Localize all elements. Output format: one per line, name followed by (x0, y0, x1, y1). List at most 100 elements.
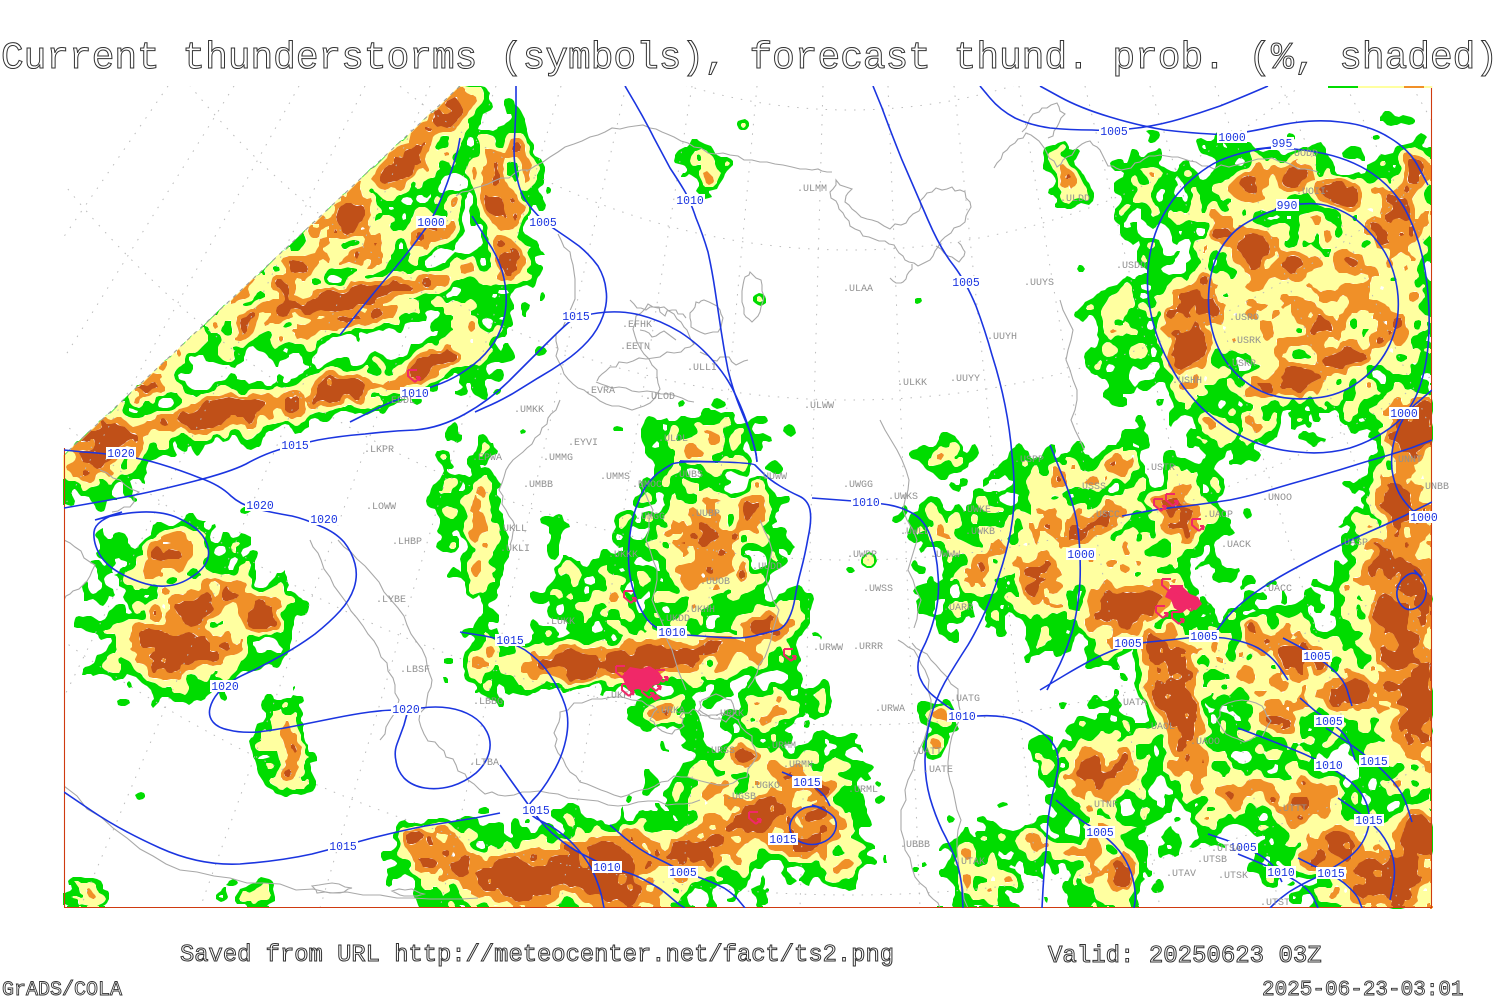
svg-text:995: 995 (1272, 138, 1293, 151)
svg-text:.UUDD: .UUDD (752, 562, 782, 573)
svg-text:.UWKB: .UWKB (965, 527, 995, 538)
svg-text:.UUWW: .UUWW (757, 472, 787, 483)
svg-text:.UKLL: .UKLL (497, 524, 527, 535)
svg-text:.ULAA: .ULAA (843, 284, 873, 295)
svg-text:.USSS: .USSS (1076, 482, 1106, 493)
svg-text:1020: 1020 (310, 514, 338, 527)
svg-text:.UNBB: .UNBB (1419, 482, 1449, 493)
svg-text:.UTNF: .UTNF (1088, 800, 1118, 811)
svg-text:.UKKK: .UKKK (608, 550, 638, 561)
svg-text:1005: 1005 (1100, 126, 1128, 139)
svg-text:.ULDD: .ULDD (1060, 194, 1090, 205)
svg-text:.UWPP: .UWPP (847, 550, 877, 561)
svg-text:.UNOO: .UNOO (1262, 493, 1292, 504)
svg-text:.UASP: .UASP (1338, 538, 1368, 549)
svg-text:1000: 1000 (1390, 408, 1418, 421)
svg-text:Saved from URL http://meteocen: Saved from URL http://meteocenter.net/fa… (180, 942, 894, 969)
svg-text:.UAOL: .UAOL (1145, 722, 1175, 733)
svg-text:.EPWA: .EPWA (472, 453, 502, 464)
svg-text:1000: 1000 (417, 217, 445, 230)
svg-text:.USPP: .USPP (1014, 455, 1044, 466)
svg-text:1010: 1010 (1315, 760, 1343, 773)
svg-text:1005: 1005 (952, 277, 980, 290)
svg-text:.UMOC: .UMOC (632, 480, 662, 491)
svg-text:.UWWW: .UWWW (930, 550, 960, 561)
svg-text:.URML: .URML (848, 785, 878, 796)
svg-text:.UACP: .UACP (1203, 510, 1233, 521)
svg-text:.USCC: .USCC (1090, 510, 1120, 521)
svg-text:.URWA: .URWA (875, 704, 905, 715)
svg-text:.UTAV: .UTAV (1166, 869, 1196, 880)
svg-text:.UATA: .UATA (1117, 698, 1147, 709)
svg-text:1010: 1010 (593, 862, 621, 875)
svg-text:.LBSF: .LBSF (400, 665, 430, 676)
svg-text:.UATE: .UATE (923, 765, 953, 776)
svg-text:GrADS/COLA: GrADS/COLA (2, 979, 122, 1000)
svg-text:1015: 1015 (522, 805, 550, 818)
svg-text:1010: 1010 (658, 627, 686, 640)
svg-text:.UGSB: .UGSB (726, 792, 756, 803)
svg-text:.UTSK: .UTSK (1218, 871, 1248, 882)
svg-text:.UACK: .UACK (1221, 540, 1251, 551)
svg-text:1005: 1005 (669, 867, 697, 880)
svg-text:1020: 1020 (211, 681, 239, 694)
svg-text:1010: 1010 (1267, 867, 1295, 880)
svg-text:.UTAK: .UTAK (955, 857, 985, 868)
svg-text:1005: 1005 (1303, 651, 1331, 664)
svg-text:.UMMG: .UMMG (543, 453, 573, 464)
svg-text:1020: 1020 (107, 448, 135, 461)
svg-text:.UUOB: .UUOB (700, 577, 730, 588)
svg-text:.UUBP: .UUBP (690, 509, 720, 520)
svg-text:.UKLI: .UKLI (500, 544, 530, 555)
svg-text:.UWKE: .UWKE (961, 505, 991, 516)
svg-text:.UWGG: .UWGG (843, 480, 873, 491)
svg-text:.UGKO: .UGKO (750, 781, 780, 792)
svg-text:.UMBB: .UMBB (523, 480, 553, 491)
svg-text:.LHBP: .LHBP (392, 537, 422, 548)
svg-text:.ULWW: .ULWW (804, 401, 834, 412)
svg-text:.UACC: .UACC (1262, 584, 1292, 595)
svg-text:.UAOO: .UAOO (1190, 737, 1220, 748)
svg-text:1010: 1010 (676, 195, 704, 208)
svg-text:.UWKS: .UWKS (888, 492, 918, 503)
svg-text:.EVRA: .EVRA (585, 386, 615, 397)
svg-text:1020: 1020 (246, 500, 274, 513)
svg-text:.UUYS: .UUYS (1024, 278, 1054, 289)
svg-text:.UMKK: .UMKK (514, 405, 544, 416)
svg-text:.UNNT: .UNNT (1392, 455, 1422, 466)
svg-text:.UMGG: .UMGG (635, 512, 665, 523)
svg-text:Valid: 20250623 03Z: Valid: 20250623 03Z (1048, 943, 1322, 970)
svg-text:1020: 1020 (392, 704, 420, 717)
svg-text:.ULOD: .ULOD (645, 392, 675, 403)
svg-text:.UWSS: .UWSS (863, 584, 893, 595)
svg-text:1015: 1015 (562, 311, 590, 324)
svg-text:.USRO: .USRO (1229, 313, 1259, 324)
svg-text:990: 990 (1277, 200, 1298, 213)
svg-text:1005: 1005 (529, 217, 557, 230)
svg-text:.UTSA: .UTSA (1211, 844, 1241, 855)
svg-text:1010: 1010 (401, 388, 429, 401)
svg-text:.ULOL: .ULOL (658, 434, 688, 445)
svg-text:.URKK: .URKK (714, 709, 744, 720)
svg-text:.URKA: .URKA (655, 706, 685, 717)
svg-text:1015: 1015 (769, 834, 797, 847)
svg-text:.UOII: .UOII (1296, 187, 1326, 198)
svg-text:.URSS: .URSS (705, 746, 735, 757)
svg-text:.EETN: .EETN (620, 342, 650, 353)
svg-text:1015: 1015 (281, 440, 309, 453)
svg-text:.UTST: .UTST (1260, 898, 1290, 909)
svg-text:.LKPR: .LKPR (364, 445, 394, 456)
svg-text:.LBBG: .LBBG (473, 697, 503, 708)
svg-text:.LTBA: .LTBA (469, 758, 499, 769)
svg-text:.UODD: .UODD (1288, 149, 1318, 160)
svg-text:.UKDD: .UKDD (660, 614, 690, 625)
svg-text:.EDDL: .EDDL (385, 396, 415, 407)
svg-text:.UBBB: .UBBB (900, 840, 930, 851)
svg-text:1010: 1010 (852, 497, 880, 510)
svg-text:.UUBS: .UUBS (673, 470, 703, 481)
svg-text:1015: 1015 (793, 777, 821, 790)
svg-text:.URWW: .URWW (813, 643, 843, 654)
svg-text:1015: 1015 (496, 635, 524, 648)
svg-text:.URMN: .URMN (783, 760, 813, 771)
svg-text:.UKHH: .UKHH (685, 605, 715, 616)
